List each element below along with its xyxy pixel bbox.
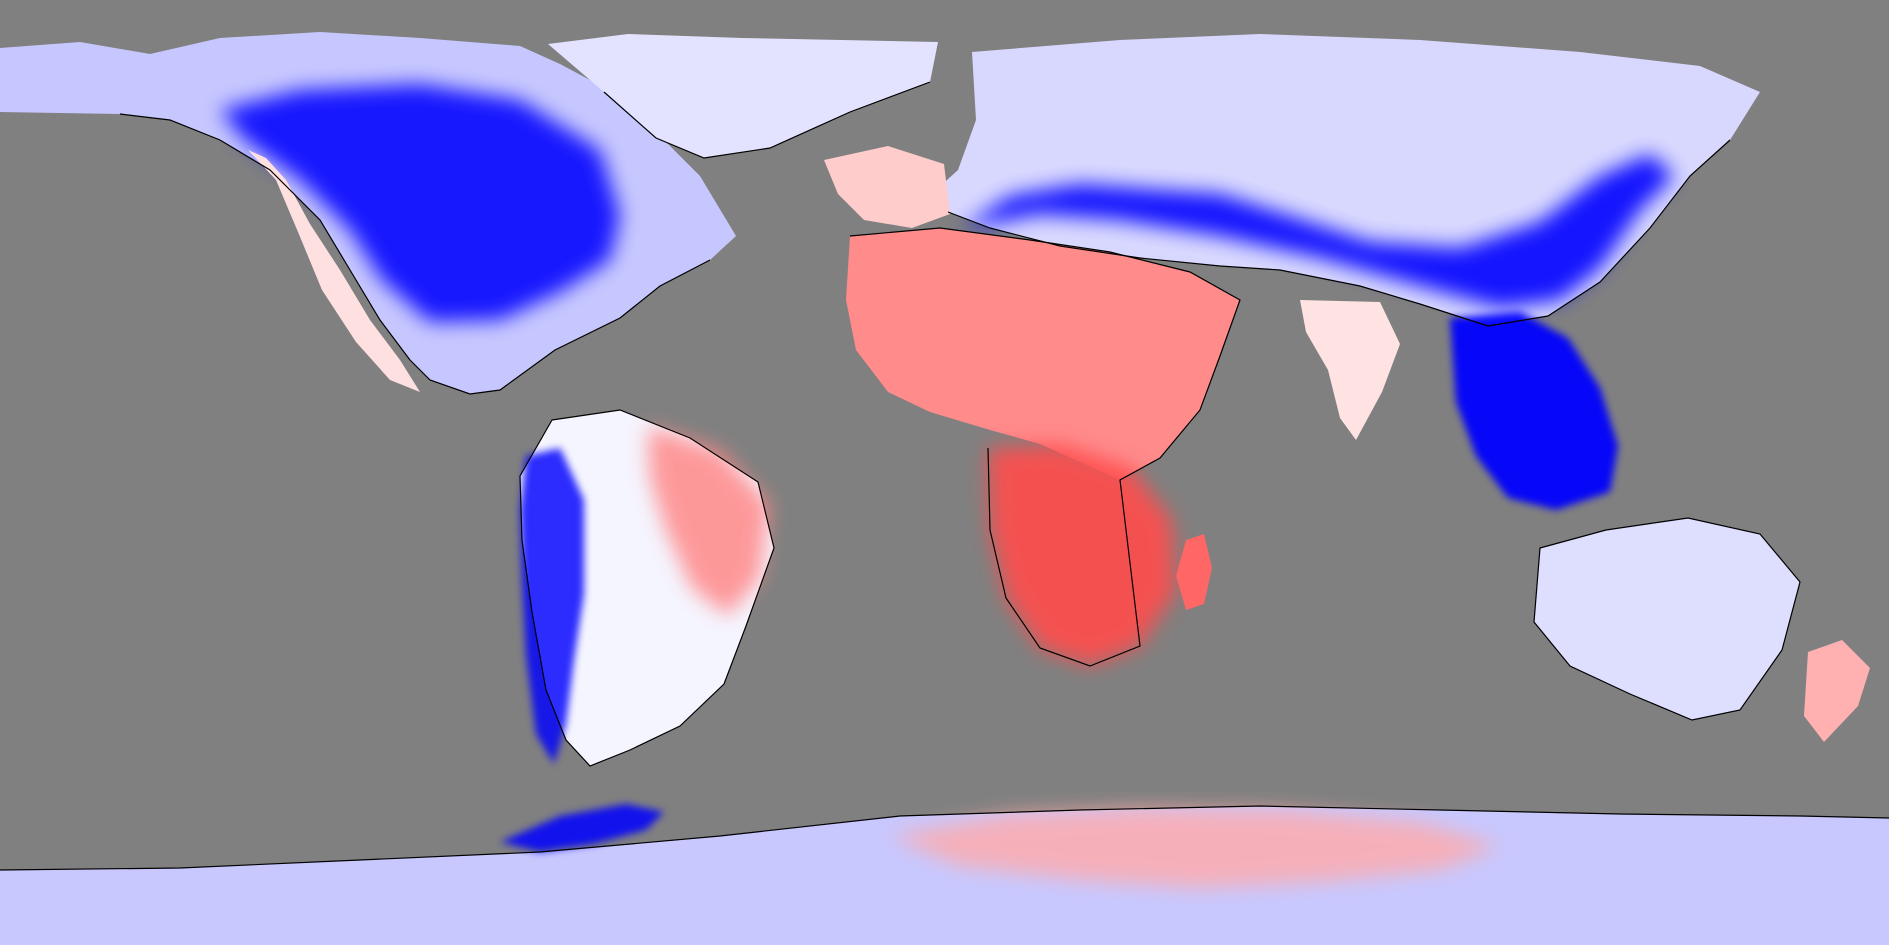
north-america-coastline <box>119 113 711 395</box>
andes-core <box>520 448 584 764</box>
southeast-asia-core <box>1450 312 1618 510</box>
new-zealand-field <box>1804 640 1870 742</box>
africa-north-warm <box>846 228 1240 480</box>
antarctica-east-warm <box>890 808 1500 888</box>
india-field <box>1300 300 1400 440</box>
eurasia-coastline <box>947 139 1731 327</box>
pacific-coast-warm <box>248 150 420 392</box>
field-layer <box>0 32 1889 945</box>
greenland-field <box>548 34 938 158</box>
madagascar-field <box>1176 534 1212 610</box>
antarctic-peninsula-core <box>500 804 664 852</box>
north-america-core <box>220 84 620 322</box>
australia-coastline <box>1533 517 1801 721</box>
antarctica-coastline <box>0 805 1889 871</box>
europe-asia-belt-core <box>960 154 1674 308</box>
australia-field <box>1534 518 1800 720</box>
coastline-layer <box>0 81 1889 871</box>
africa-coastline <box>849 227 1241 667</box>
greenland-coastline <box>603 81 931 159</box>
western-europe-warm <box>824 146 950 228</box>
brazil-warm <box>648 426 770 616</box>
south-america-coastline <box>519 409 775 767</box>
africa-south-core <box>988 444 1176 666</box>
